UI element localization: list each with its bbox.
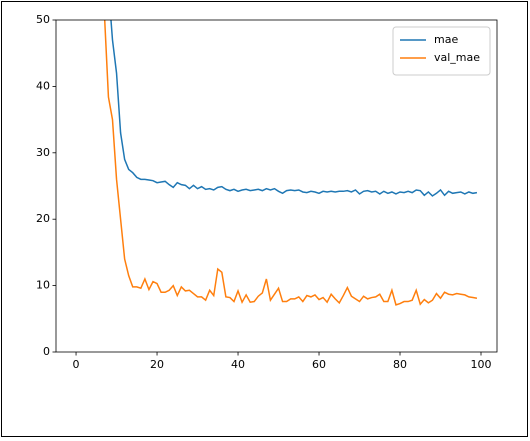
y-tick-label: 30 [36,146,50,159]
x-tick-label: 100 [471,358,492,371]
axes-frame [55,19,498,353]
y-tick-label: 0 [43,345,50,358]
line-series [110,20,478,197]
legend-label: val_mae [434,51,480,64]
x-tick-label: 60 [312,358,326,371]
x-tick-label: 0 [73,358,80,371]
x-tick-label: 80 [393,358,407,371]
y-tick-label: 40 [36,79,50,92]
legend-label: mae [434,33,458,46]
y-tick-label: 20 [36,212,50,225]
line-series [103,20,478,306]
x-tick-label: 40 [231,358,245,371]
plot-area [103,20,478,306]
y-tick-label: 10 [36,279,50,292]
legend [392,26,491,76]
y-tick-label: 50 [36,13,50,26]
x-tick-label: 20 [150,358,164,371]
